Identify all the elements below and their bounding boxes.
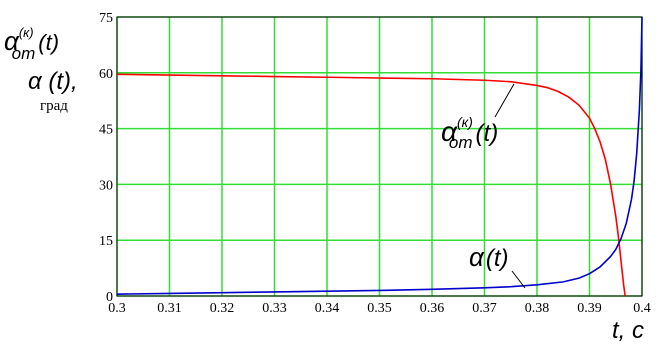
y-tick-label: 60 <box>99 67 113 82</box>
x-tick-label: 0.31 <box>157 301 182 316</box>
y-tick-label: 30 <box>99 178 113 193</box>
series-lines <box>116 16 643 297</box>
x-tick-label: 0.39 <box>577 301 602 316</box>
x-tick-label: 0.35 <box>367 301 392 316</box>
series-line-alpha-ot-k <box>116 73 626 297</box>
y-axis-ticks: 0 15 30 45 60 75 <box>99 11 113 305</box>
x-tick-label: 0.37 <box>472 301 497 316</box>
x-tick-label: 0.4 <box>633 301 651 316</box>
grid-lines <box>116 16 643 297</box>
y-axis-label-alpha: α (t), <box>28 68 78 95</box>
x-tick-label: 0.36 <box>420 301 445 316</box>
y-axis-label-alpha-ot-k: α(к) от (t) <box>4 25 59 63</box>
y-tick-label: 75 <box>99 11 113 26</box>
y-tick-label: 0 <box>106 290 113 305</box>
series-label-leader <box>494 83 515 118</box>
x-tick-label: 0.34 <box>315 301 340 316</box>
x-tick-label: 0.3 <box>108 301 126 316</box>
x-axis-label: t, c <box>612 317 644 344</box>
series-label-leader <box>511 270 526 289</box>
x-axis-ticks: 0.3 0.31 0.32 0.33 0.34 0.35 0.36 0.37 0.38 0.39 0… <box>108 301 651 316</box>
series-line-alpha <box>116 16 643 295</box>
plot-area-border <box>116 16 643 297</box>
x-tick-label: 0.38 <box>525 301 550 316</box>
series-label-alpha-ot-k: α(к) от (t) <box>441 114 498 152</box>
annotations: α(к) от (t) α (t), град t, c α(к) от (t) α(t) <box>4 25 644 344</box>
y-tick-label: 15 <box>99 234 113 249</box>
y-axis-unit: град <box>40 98 68 114</box>
series-label-alpha: α(t) <box>469 242 508 272</box>
y-tick-label: 45 <box>99 123 113 138</box>
x-tick-label: 0.32 <box>210 301 235 316</box>
x-tick-label: 0.33 <box>262 301 287 316</box>
